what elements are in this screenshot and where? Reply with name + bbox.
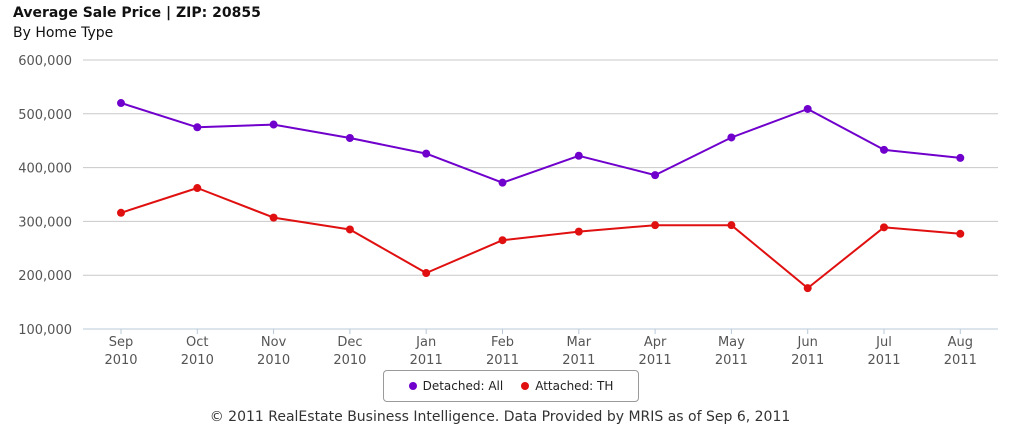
- data-point-detached: [574, 151, 583, 160]
- x-tick-label-year: 2010: [333, 353, 366, 368]
- data-point-detached: [117, 99, 125, 108]
- x-tick-label-month: Jun: [797, 335, 818, 350]
- data-point-detached: [269, 120, 278, 129]
- legend-item-attached[interactable]: Attached: TH: [521, 379, 613, 393]
- data-point-attached: [269, 213, 278, 222]
- data-point-attached: [956, 229, 965, 238]
- x-tick-label-year: 2010: [257, 353, 290, 368]
- x-tick-label-year: 2011: [867, 353, 900, 368]
- legend-marker-attached: [521, 382, 530, 390]
- x-tick-label-month: Feb: [491, 335, 514, 350]
- y-tick-label: 400,000: [18, 162, 72, 177]
- data-point-detached: [345, 134, 354, 143]
- y-tick-label: 200,000: [18, 269, 72, 284]
- data-point-attached: [422, 269, 431, 278]
- x-tick-label-month: Jan: [415, 335, 436, 350]
- legend-item-detached[interactable]: Detached: All: [408, 379, 504, 393]
- x-tick-label-year: 2011: [715, 353, 748, 368]
- x-tick-label-year: 2011: [639, 353, 672, 368]
- data-point-detached: [803, 104, 812, 113]
- chart-subtitle: By Home Type: [13, 25, 114, 41]
- x-tick-label-year: 2011: [562, 353, 595, 368]
- x-tick-label-year: 2011: [791, 353, 824, 368]
- data-point-attached: [880, 223, 888, 232]
- x-tick-label-month: Dec: [337, 335, 362, 350]
- x-tick-label-month: Nov: [261, 335, 287, 350]
- y-tick-label: 100,000: [18, 323, 72, 338]
- copyright-footer: © 2011 RealEstate Business Intelligence.…: [209, 409, 791, 425]
- x-tick-label-year: 2011: [410, 353, 443, 368]
- legend-label-detached: Detached: All: [422, 379, 504, 393]
- x-tick-label-month: Mar: [567, 335, 592, 350]
- legend-label-attached: Attached: TH: [535, 379, 614, 393]
- chart-legend[interactable]: Detached: All Attached: TH: [383, 370, 639, 402]
- x-tick-label-year: 2011: [486, 353, 519, 368]
- data-point-detached: [498, 178, 507, 187]
- data-point-attached: [193, 184, 202, 193]
- data-point-attached: [345, 225, 354, 234]
- data-point-detached: [651, 171, 660, 180]
- y-tick-label: 600,000: [18, 54, 72, 69]
- data-point-detached: [880, 145, 888, 154]
- x-tick-label-month: Oct: [186, 335, 208, 350]
- data-point-detached: [193, 123, 202, 132]
- x-tick-label-year: 2011: [944, 353, 977, 368]
- data-point-attached: [574, 227, 583, 236]
- data-point-attached: [727, 221, 736, 230]
- x-tick-label-month: Jul: [875, 335, 892, 350]
- series-line-detached: [120, 102, 961, 184]
- x-tick-label-year: 2010: [181, 353, 214, 368]
- data-point-detached: [956, 153, 965, 162]
- x-tick-label-month: May: [718, 335, 745, 350]
- legend-marker-detached: [408, 382, 417, 390]
- data-point-attached: [803, 284, 812, 293]
- chart-title: Average Sale Price | ZIP: 20855: [13, 5, 261, 21]
- y-tick-label: 500,000: [18, 108, 72, 123]
- x-tick-label-month: Aug: [948, 335, 973, 350]
- data-point-attached: [498, 236, 507, 245]
- x-tick-label-month: Apr: [644, 335, 667, 350]
- data-point-detached: [727, 133, 736, 142]
- x-tick-label-month: Sep: [109, 335, 134, 350]
- data-point-detached: [422, 149, 431, 158]
- y-tick-label: 300,000: [18, 215, 72, 230]
- data-point-attached: [651, 221, 660, 230]
- series-line-attached: [120, 187, 961, 290]
- x-tick-label-year: 2010: [104, 353, 137, 368]
- data-point-attached: [117, 208, 125, 217]
